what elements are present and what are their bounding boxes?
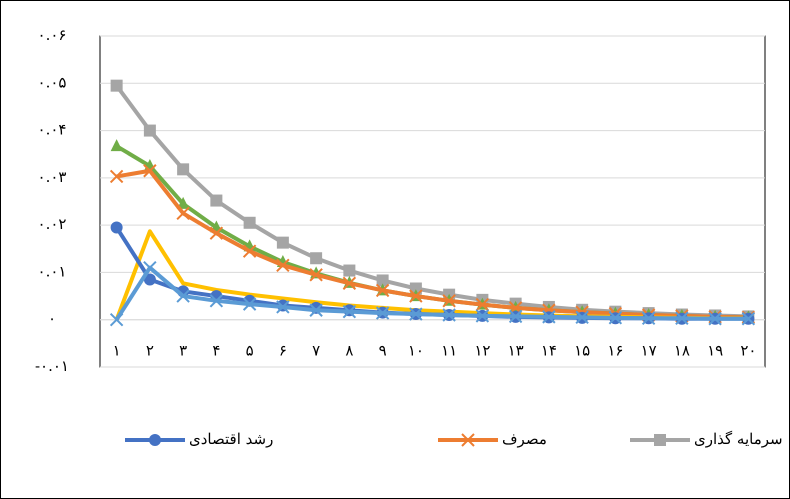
x-tick-label: ۷	[312, 342, 320, 360]
point	[176, 206, 190, 221]
y-tick-label: ۰.۰۲	[38, 215, 67, 233]
y-tick-label: ۰.۰۱	[38, 262, 67, 280]
point	[242, 297, 257, 311]
point	[110, 221, 123, 234]
point	[375, 306, 390, 320]
point	[542, 310, 556, 324]
point	[110, 139, 123, 152]
point	[209, 294, 224, 308]
point	[143, 260, 157, 275]
x-tick-label: ۱۰	[408, 342, 424, 360]
x-tick-label: ۲۰	[740, 342, 756, 360]
x-tick-label: ۲	[146, 342, 154, 360]
point	[309, 303, 323, 317]
x-tick-label: ۱۴	[541, 342, 557, 360]
point	[149, 434, 161, 446]
x-tick-label: ۱	[113, 342, 121, 360]
x-tick-label: ۱۷	[641, 342, 657, 360]
series	[109, 260, 756, 327]
legend-label: سرمایه گذاری	[694, 430, 783, 448]
x-tick-label: ۱۱	[441, 342, 457, 360]
y-tick-label: -۰.۰۱	[35, 357, 69, 375]
point	[310, 252, 323, 265]
legend-label: مصرف	[502, 430, 547, 448]
point	[475, 297, 490, 312]
y-tick-label: ۰.۰۳	[38, 168, 67, 186]
point	[409, 282, 422, 295]
point	[575, 310, 589, 325]
point	[109, 169, 124, 184]
point	[375, 283, 390, 298]
point	[608, 311, 623, 325]
point	[276, 300, 290, 314]
point	[508, 309, 523, 324]
x-tick-label: ۸	[345, 342, 353, 360]
point	[209, 226, 224, 240]
y-tick-label: ۰.۰۶	[38, 26, 67, 44]
point	[675, 311, 689, 326]
point	[708, 312, 722, 326]
point	[309, 268, 323, 282]
point	[342, 276, 357, 291]
series-line	[116, 168, 749, 320]
x-tick-label: ۴	[212, 342, 220, 360]
point	[475, 309, 490, 323]
legend-label: رشد اقتصادی	[189, 430, 273, 448]
point	[110, 79, 123, 92]
point	[641, 311, 656, 326]
series-line	[114, 265, 749, 321]
point	[109, 313, 124, 327]
x-tick-label: ۹	[379, 342, 387, 360]
point	[243, 216, 256, 229]
point	[276, 236, 289, 249]
point	[177, 163, 190, 176]
point	[143, 124, 156, 137]
x-tick-label: ۱۵	[574, 342, 590, 360]
y-tick-label: ۰.۰۴	[38, 121, 67, 139]
point	[654, 434, 666, 446]
point	[342, 304, 357, 319]
x-tick-label: ۱۸	[674, 342, 690, 360]
x-tick-label: ۱۹	[707, 342, 723, 360]
point	[343, 264, 356, 277]
point	[409, 307, 423, 321]
point	[442, 294, 456, 308]
point	[409, 289, 423, 303]
point	[276, 258, 290, 273]
x-tick-label: ۱۳	[508, 342, 524, 360]
y-tick-label: ۰	[48, 310, 56, 328]
point	[741, 312, 756, 326]
x-tick-label: ۱۲	[474, 342, 490, 360]
point	[461, 433, 475, 447]
point	[442, 308, 456, 322]
point	[143, 164, 157, 178]
point	[176, 289, 190, 303]
x-tick-label: ۱۶	[607, 342, 623, 360]
x-tick-label: ۶	[279, 342, 287, 360]
point	[210, 194, 223, 207]
point	[242, 244, 257, 258]
x-tick-label: ۳	[179, 342, 187, 360]
point	[143, 273, 156, 286]
y-tick-label: ۰.۰۵	[38, 73, 67, 91]
x-tick-label: ۵	[246, 342, 254, 360]
point	[177, 196, 190, 209]
point	[376, 274, 389, 287]
